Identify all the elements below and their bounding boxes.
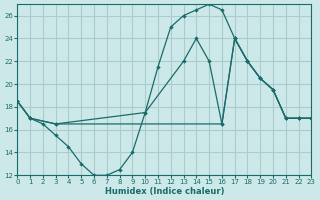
X-axis label: Humidex (Indice chaleur): Humidex (Indice chaleur) <box>105 187 224 196</box>
